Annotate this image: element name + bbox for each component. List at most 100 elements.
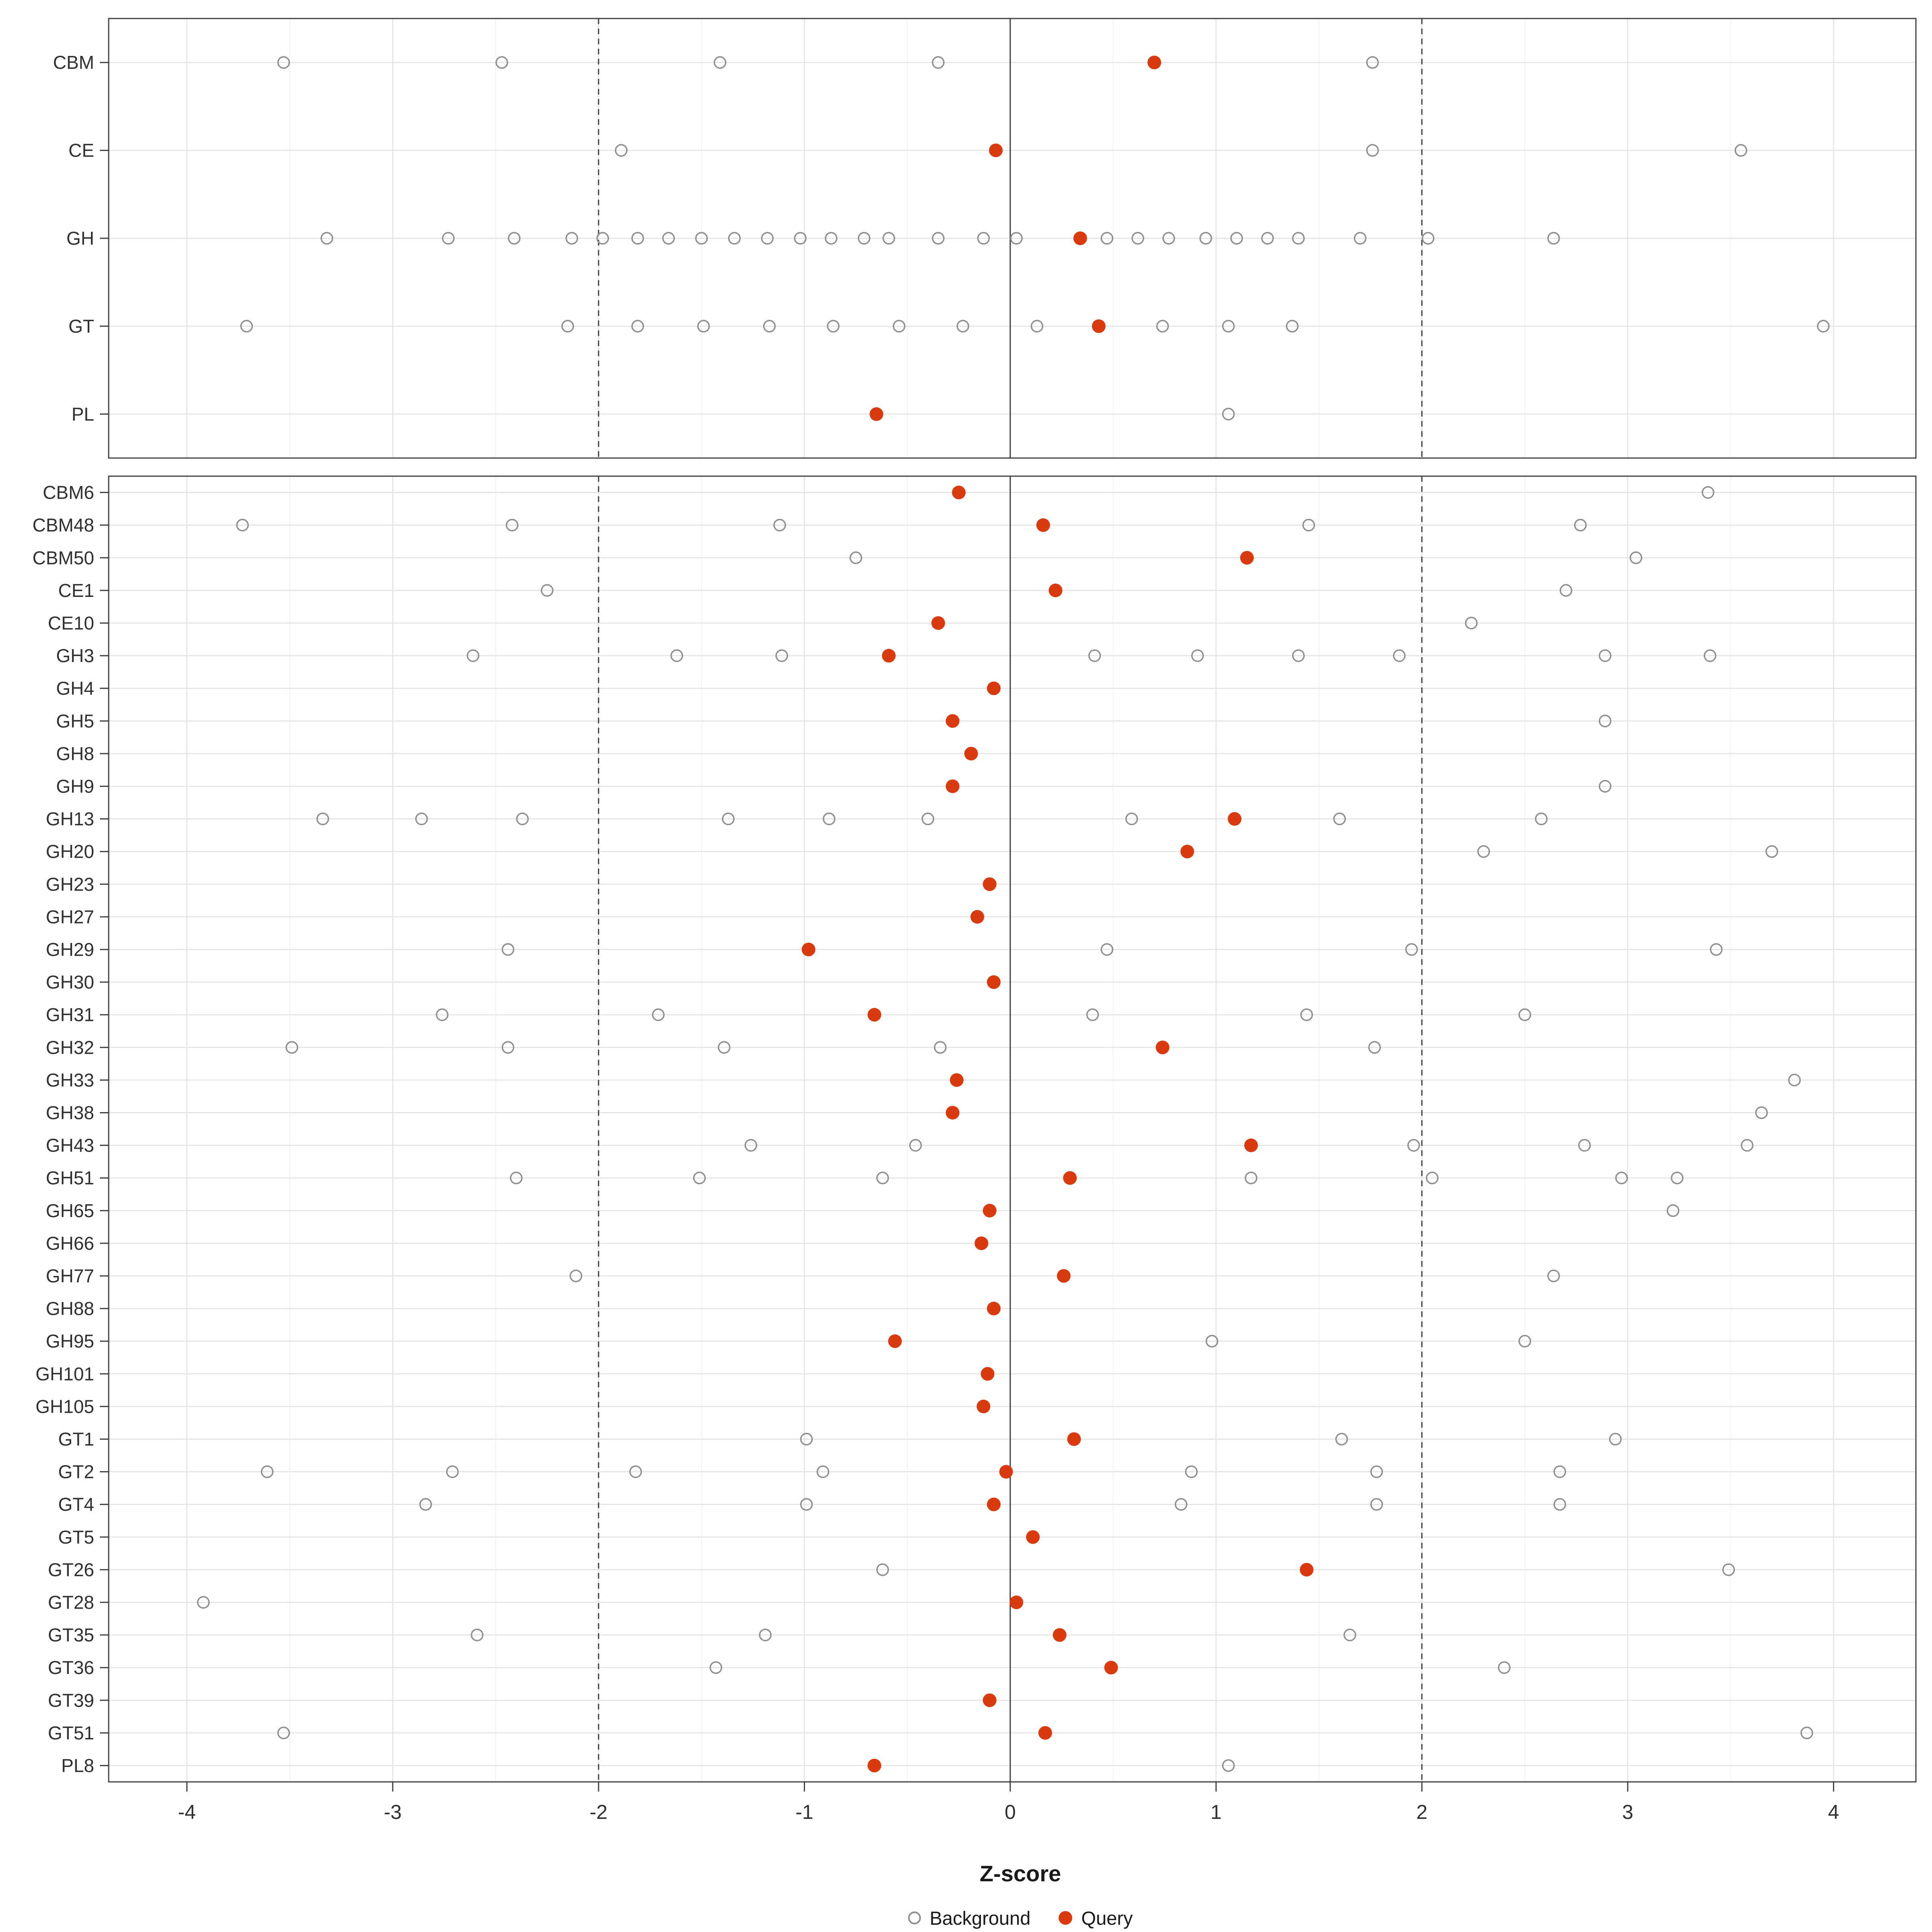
background-point bbox=[1335, 1432, 1348, 1446]
background-point bbox=[1191, 649, 1204, 662]
background-point bbox=[1222, 408, 1235, 421]
background-point bbox=[697, 320, 710, 333]
query-point bbox=[1156, 1040, 1170, 1055]
query-point bbox=[867, 1759, 881, 1773]
x-axis-tick-label: -4 bbox=[178, 1801, 196, 1823]
background-point bbox=[629, 1465, 642, 1478]
background-point bbox=[1125, 812, 1138, 826]
category-label: CBM48 bbox=[33, 515, 94, 536]
legend-label-background: Background bbox=[929, 1907, 1031, 1929]
background-point bbox=[510, 1171, 523, 1185]
category-label: GH9 bbox=[56, 776, 94, 797]
background-point bbox=[1343, 1629, 1356, 1641]
background-point bbox=[1755, 1106, 1768, 1119]
background-point bbox=[1740, 1139, 1754, 1152]
query-point bbox=[1036, 518, 1050, 532]
category-label: GH33 bbox=[46, 1069, 94, 1090]
background-point bbox=[541, 584, 554, 597]
background-point bbox=[1599, 714, 1612, 727]
category-label: GT4 bbox=[58, 1494, 94, 1515]
background-point bbox=[1368, 1041, 1381, 1054]
background-point bbox=[419, 1498, 432, 1511]
background-point bbox=[506, 518, 519, 532]
background-point bbox=[823, 812, 836, 826]
query-point bbox=[931, 616, 945, 630]
query-point bbox=[980, 1367, 995, 1381]
category-label: GH31 bbox=[46, 1004, 94, 1025]
background-point bbox=[1100, 943, 1113, 956]
category-label: GH32 bbox=[46, 1037, 94, 1058]
background-point bbox=[1354, 232, 1366, 245]
query-point bbox=[999, 1465, 1013, 1479]
background-point-icon bbox=[908, 1911, 921, 1924]
background-point bbox=[1302, 518, 1315, 532]
background-point bbox=[502, 943, 514, 956]
x-axis-tick-label: -3 bbox=[384, 1801, 401, 1823]
background-point bbox=[1553, 1498, 1567, 1511]
category-label: PL8 bbox=[61, 1755, 94, 1776]
background-point bbox=[570, 1269, 582, 1282]
background-point bbox=[1030, 320, 1044, 333]
legend-label-query: Query bbox=[1081, 1907, 1133, 1929]
background-point bbox=[1574, 518, 1587, 532]
query-point bbox=[869, 407, 883, 421]
category-label: CBM bbox=[53, 52, 94, 73]
x-axis-tick-label: -1 bbox=[795, 1801, 813, 1823]
query-point bbox=[882, 649, 896, 663]
background-point bbox=[495, 56, 508, 69]
background-point bbox=[1393, 649, 1406, 662]
background-point bbox=[1465, 617, 1478, 630]
query-point bbox=[1063, 1171, 1077, 1185]
query-point bbox=[1092, 319, 1106, 333]
background-point bbox=[763, 320, 776, 333]
background-point bbox=[1553, 1465, 1567, 1478]
category-label: GT26 bbox=[48, 1559, 94, 1580]
background-point bbox=[892, 320, 906, 333]
background-point bbox=[1222, 320, 1235, 333]
x-axis-tick-label: 3 bbox=[1622, 1801, 1633, 1823]
x-axis-tick-label: 2 bbox=[1416, 1801, 1428, 1823]
background-point bbox=[615, 144, 628, 157]
legend-item-query: Query bbox=[1059, 1907, 1133, 1929]
query-point bbox=[987, 681, 1001, 696]
background-point bbox=[1426, 1171, 1439, 1185]
category-label: GT5 bbox=[58, 1527, 94, 1548]
category-label: GH101 bbox=[35, 1363, 94, 1384]
background-point bbox=[718, 1041, 731, 1054]
background-point bbox=[1701, 486, 1715, 499]
background-point bbox=[1518, 1008, 1532, 1021]
query-point-icon bbox=[1059, 1911, 1073, 1925]
category-label: GT39 bbox=[48, 1690, 94, 1711]
background-point bbox=[759, 1629, 772, 1641]
background-point bbox=[561, 320, 574, 333]
background-point bbox=[825, 232, 838, 245]
background-point bbox=[1366, 56, 1379, 69]
background-point bbox=[1710, 943, 1723, 956]
background-point bbox=[693, 1171, 706, 1185]
query-point bbox=[983, 1693, 997, 1707]
background-point bbox=[816, 1465, 830, 1478]
query-point bbox=[1026, 1530, 1040, 1544]
category-label: GH38 bbox=[46, 1102, 94, 1123]
background-point bbox=[1185, 1465, 1198, 1478]
query-point bbox=[1180, 844, 1194, 859]
background-point bbox=[596, 232, 609, 245]
category-label: GH66 bbox=[46, 1233, 94, 1254]
category-label: CBM6 bbox=[43, 482, 94, 503]
background-point bbox=[773, 518, 786, 532]
background-point bbox=[714, 56, 727, 69]
background-point bbox=[285, 1041, 298, 1054]
query-point bbox=[1228, 812, 1242, 826]
query-point bbox=[987, 975, 1001, 989]
background-point bbox=[1817, 320, 1830, 333]
background-point bbox=[1174, 1498, 1188, 1511]
background-point bbox=[436, 1008, 449, 1021]
query-point bbox=[945, 714, 960, 728]
background-point bbox=[1088, 649, 1101, 662]
query-point bbox=[1104, 1661, 1118, 1675]
category-label: GH65 bbox=[46, 1200, 94, 1221]
background-point bbox=[631, 232, 644, 245]
query-point bbox=[1244, 1138, 1258, 1152]
background-point bbox=[1292, 649, 1305, 662]
